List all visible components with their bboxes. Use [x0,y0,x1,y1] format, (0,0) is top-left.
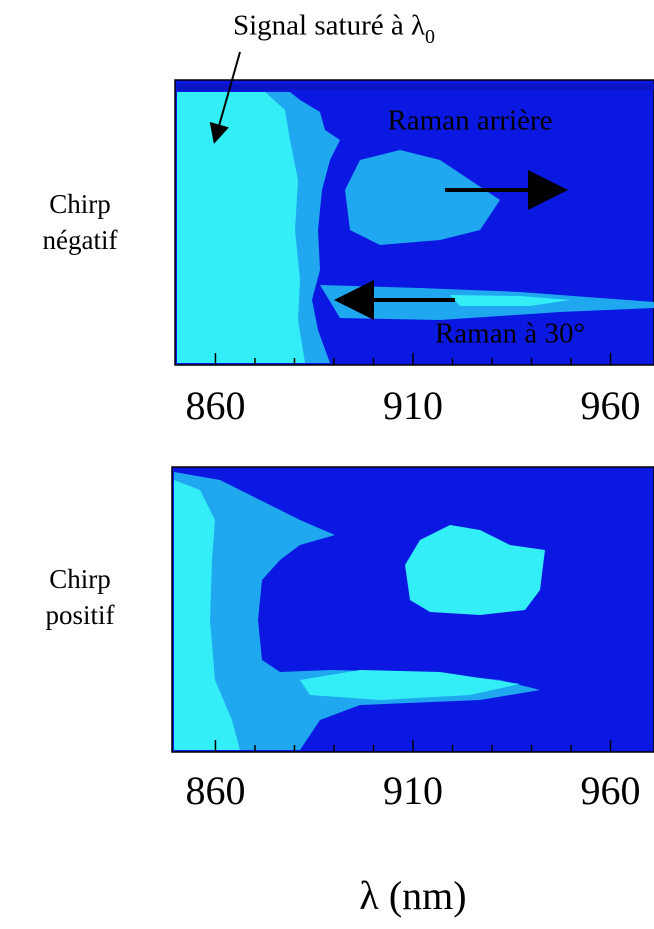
x-tick-label: 910 [383,383,443,428]
light-region [450,295,570,306]
annotation: Raman arrière [387,105,552,137]
x-axis-label: λ (nm) [359,873,466,918]
annotation-subscript: 0 [425,26,435,48]
x-tick-label: 910 [383,768,443,813]
panel-top [174,79,654,366]
annotation: Raman à 30° [435,318,585,350]
mid-region [345,150,500,245]
light-region [300,670,520,700]
row-label: négatif [43,225,118,255]
row-label: Chirp [49,564,111,594]
light-region [177,92,305,363]
x-tick-label: 960 [581,768,641,813]
panel-bottom [171,466,654,753]
x-tick-label: 860 [185,768,245,813]
x-tick-label: 860 [185,383,245,428]
row-label: Chirp [49,189,111,219]
x-tick-label: 960 [581,383,641,428]
row-label: positif [45,600,114,630]
light-region [405,525,545,615]
light-region [174,480,240,750]
annotation: Signal saturé à λ0 [233,10,435,48]
arrow [209,51,241,144]
top-band [177,84,654,90]
